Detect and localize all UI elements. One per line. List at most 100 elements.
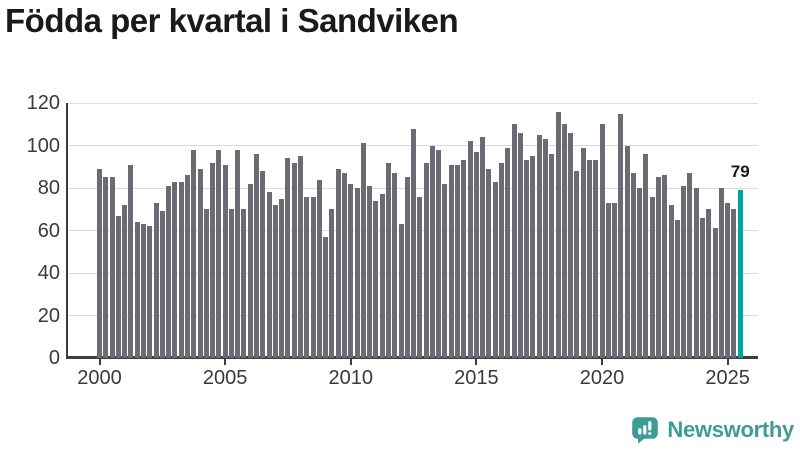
x-axis-tick-2020 (601, 358, 604, 365)
bar-2018-q4 (568, 132, 574, 358)
x-axis-tick-2000 (98, 358, 101, 365)
gridline-120 (68, 102, 758, 104)
bar-2007-q3 (285, 158, 291, 358)
bar-2009-q3 (335, 168, 341, 358)
x-axis-tick-2010 (349, 358, 352, 365)
y-axis-label-60: 60 (37, 219, 60, 242)
bar-2023-q4 (693, 188, 699, 358)
bar-2016-q3 (511, 124, 517, 358)
bar-2002-q3 (159, 211, 165, 358)
bar-2003-q4 (191, 149, 197, 358)
bar-2025-q2 (731, 209, 737, 358)
bar-2008-q4 (316, 179, 322, 358)
bar-2015-q1 (473, 151, 479, 358)
bar-2013-q3 (436, 149, 442, 358)
bar-2015-q3 (486, 168, 492, 358)
bar-2004-q3 (210, 162, 216, 358)
bar-2001-q4 (140, 224, 146, 358)
y-axis-label-100: 100 (26, 134, 60, 157)
bar-2002-q4 (166, 185, 172, 358)
bar-2007-q4 (291, 162, 297, 358)
x-axis-tick-2005 (224, 358, 227, 365)
bar-2022-q3 (662, 175, 668, 358)
bar-2020-q3 (612, 202, 618, 358)
bar-2023-q2 (681, 185, 687, 358)
bar-2009-q4 (341, 173, 347, 358)
bar-2003-q3 (184, 175, 190, 358)
bar-2001-q1 (122, 205, 128, 358)
bar-2010-q2 (354, 188, 360, 358)
y-axis-label-40: 40 (37, 262, 60, 284)
bar-2011-q1 (373, 200, 379, 358)
bar-2024-q4 (718, 188, 724, 358)
bar-2006-q1 (247, 183, 253, 358)
bar-2001-q3 (134, 222, 140, 358)
x-axis-label-2020: 2020 (579, 367, 625, 389)
bar-2011-q4 (392, 173, 398, 358)
y-axis-label-80: 80 (37, 177, 60, 199)
plot-area: 79 0 20 40 60 80 100 120 2000 2005 2010 2015 2020 20… (27, 92, 758, 389)
bar-2002-q1 (147, 226, 153, 358)
bar-2017-q1 (524, 160, 530, 358)
x-axis-label-2000: 2000 (77, 367, 122, 389)
bar-2000-q4 (115, 215, 121, 358)
bar-2013-q4 (442, 183, 448, 358)
y-axis-label-0: 0 (48, 347, 60, 369)
y-axis-label-20: 20 (37, 304, 60, 327)
bar-2012-q3 (411, 128, 417, 358)
bar-2014-q4 (467, 141, 473, 358)
bar-2020-q2 (605, 202, 611, 358)
x-axis-label-2005: 2005 (202, 367, 248, 389)
bar-2003-q1 (172, 181, 178, 358)
bar-2008-q2 (304, 196, 310, 358)
x-axis-label-2010: 2010 (328, 367, 374, 389)
bar-2004-q4 (216, 149, 222, 358)
bar-2019-q4 (593, 160, 599, 358)
y-axis-label-120: 120 (26, 92, 60, 114)
bar-2016-q1 (499, 162, 505, 358)
x-axis-tick-2015 (475, 358, 478, 365)
bar-2023-q1 (674, 219, 680, 358)
bar-2025-q3 (737, 190, 743, 358)
bar-2025-q1 (725, 202, 731, 358)
bar-2009-q2 (329, 209, 335, 358)
bar-2021-q1 (624, 145, 630, 358)
bar-2004-q2 (203, 209, 209, 358)
bar-2000-q2 (103, 177, 109, 358)
bar-2010-q1 (348, 183, 354, 358)
bar-2017-q2 (530, 156, 536, 358)
x-axis-tick-2025 (726, 358, 729, 365)
bar-2021-q3 (637, 188, 643, 358)
newsworthy-chart-bubble-icon (632, 417, 659, 444)
bar-2022-q1 (649, 196, 655, 358)
bar-2021-q2 (630, 173, 636, 358)
bar-2024-q2 (706, 209, 712, 358)
bar-2023-q3 (687, 173, 693, 358)
bar-2005-q1 (222, 164, 228, 358)
bar-2005-q2 (228, 209, 234, 358)
bar-2014-q1 (448, 164, 454, 358)
bar-2003-q2 (178, 181, 184, 358)
value-label: 79 (730, 162, 750, 182)
bar-2007-q1 (272, 205, 278, 358)
bar-2020-q1 (599, 124, 605, 358)
bar-2015-q2 (480, 137, 486, 358)
bar-2002-q2 (153, 202, 159, 358)
bar-2005-q4 (241, 209, 247, 358)
bar-2007-q2 (279, 198, 285, 358)
bar-2010-q3 (360, 143, 366, 358)
bar-2001-q2 (128, 164, 134, 358)
bar-2012-q2 (404, 177, 410, 358)
bar-2021-q4 (643, 154, 649, 358)
bar-2018-q3 (561, 124, 567, 358)
bar-2016-q2 (505, 147, 511, 358)
bar-2006-q4 (266, 192, 272, 358)
newsworthy-logo: Newsworthy (631, 416, 794, 444)
bar-2000-q3 (109, 177, 115, 358)
x-axis-label-2015: 2015 (454, 367, 499, 389)
bar-2017-q4 (542, 139, 548, 358)
bar-2012-q1 (398, 224, 404, 358)
bar-2018-q2 (555, 111, 561, 358)
bar-2008-q3 (310, 196, 316, 358)
x-axis-label-2025: 2025 (705, 367, 750, 389)
